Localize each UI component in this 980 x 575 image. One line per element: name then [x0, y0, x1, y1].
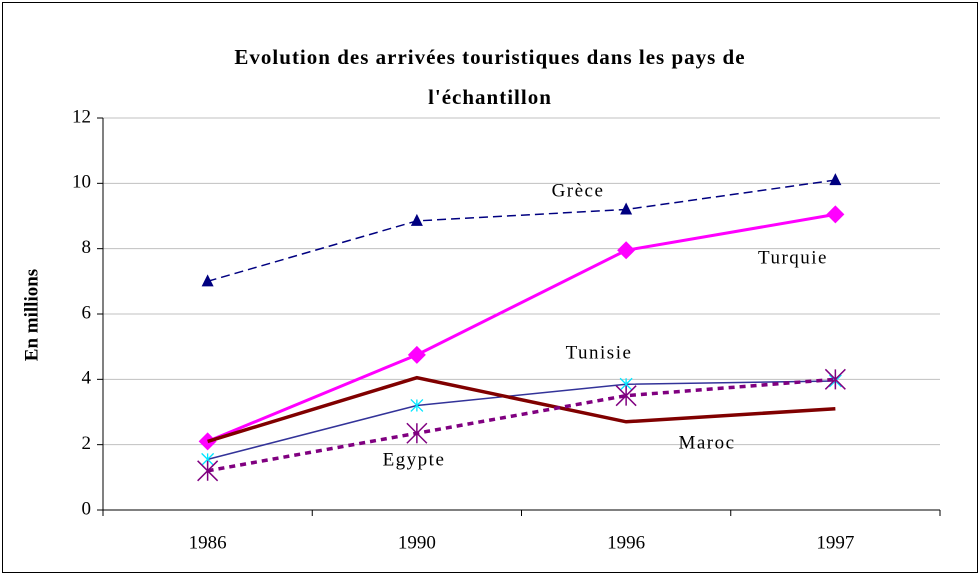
point — [617, 241, 636, 260]
y-axis-label: En millions — [21, 269, 42, 361]
point — [620, 202, 633, 215]
series-label: Maroc — [678, 432, 735, 453]
series-label: Turquie — [758, 247, 828, 268]
y-tick-label: 12 — [72, 106, 91, 127]
y-tick-label: 8 — [82, 237, 92, 258]
y-tick-label: 2 — [82, 433, 92, 454]
point — [824, 368, 846, 390]
x-tick-label: 1990 — [398, 532, 436, 553]
y-tick-label: 0 — [82, 498, 92, 519]
series-label: Grèce — [552, 180, 605, 201]
point — [410, 213, 423, 226]
y-tick-label: 10 — [72, 172, 91, 193]
point — [406, 422, 428, 444]
point — [829, 173, 842, 186]
series-line — [207, 377, 836, 473]
y-tick-label: 6 — [82, 302, 92, 323]
point — [201, 274, 214, 287]
chart-title: Evolution des arrivées touristiques dans… — [234, 45, 746, 109]
series-label: Tunisie — [566, 342, 633, 363]
point — [615, 385, 637, 407]
point — [197, 460, 219, 482]
series-line — [207, 212, 836, 443]
x-tick-label: 1997 — [816, 532, 854, 553]
x-tick-label: 1996 — [607, 532, 645, 553]
series-line — [207, 380, 836, 461]
y-tick-label: 4 — [82, 368, 92, 389]
point — [826, 205, 845, 224]
point — [410, 399, 424, 412]
series-line — [207, 375, 836, 444]
series-label: Egypte — [383, 449, 446, 470]
x-tick-label: 1986 — [189, 532, 227, 553]
series-line — [207, 179, 836, 283]
point — [407, 345, 426, 364]
